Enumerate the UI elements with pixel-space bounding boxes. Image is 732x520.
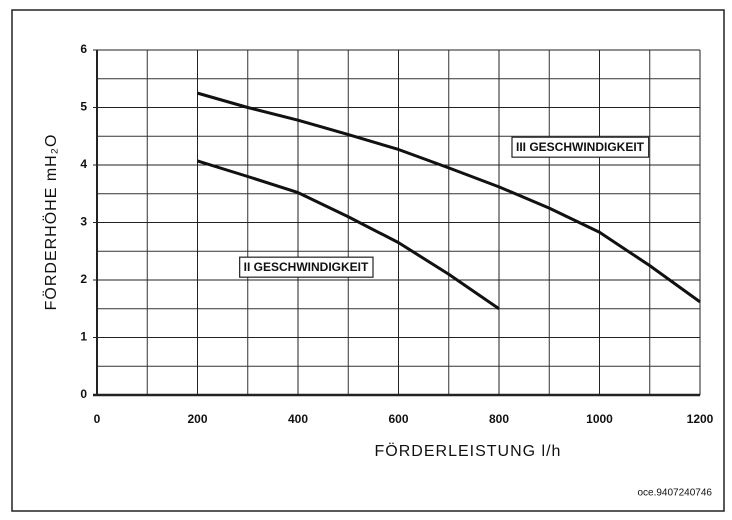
label-box xyxy=(239,256,374,278)
x-tick-label: 600 xyxy=(388,412,408,426)
x-axis-label: FÖRDERLEISTUNG l/h xyxy=(375,442,562,460)
y-tick-label: 5 xyxy=(80,100,87,114)
series-label: III GESCHWINDIGKEIT xyxy=(516,140,645,154)
x-tick-label: 400 xyxy=(288,412,308,426)
x-tick-label: 800 xyxy=(489,412,509,426)
y-tick-label: 6 xyxy=(80,42,87,56)
y-tick-label: 1 xyxy=(80,330,87,344)
y-tick-label: 3 xyxy=(80,215,87,229)
curve xyxy=(197,91,701,304)
x-tick-label: 0 xyxy=(94,412,101,426)
x-tick-label: 1000 xyxy=(586,412,613,426)
series-label: II GESCHWINDIGKEIT xyxy=(244,260,369,274)
y-axis-label: FÖRDERHÖHE mH₂O xyxy=(42,134,60,311)
footnote: oce.9407240746 xyxy=(637,488,712,499)
x-tick-label: 1200 xyxy=(687,412,714,426)
x-tick-label: 200 xyxy=(187,412,207,426)
curve xyxy=(197,159,500,310)
label-box xyxy=(511,136,650,158)
y-tick-label: 2 xyxy=(80,272,87,286)
frame xyxy=(11,9,725,512)
y-tick-label: 0 xyxy=(80,387,87,401)
y-tick-label: 4 xyxy=(80,157,87,171)
